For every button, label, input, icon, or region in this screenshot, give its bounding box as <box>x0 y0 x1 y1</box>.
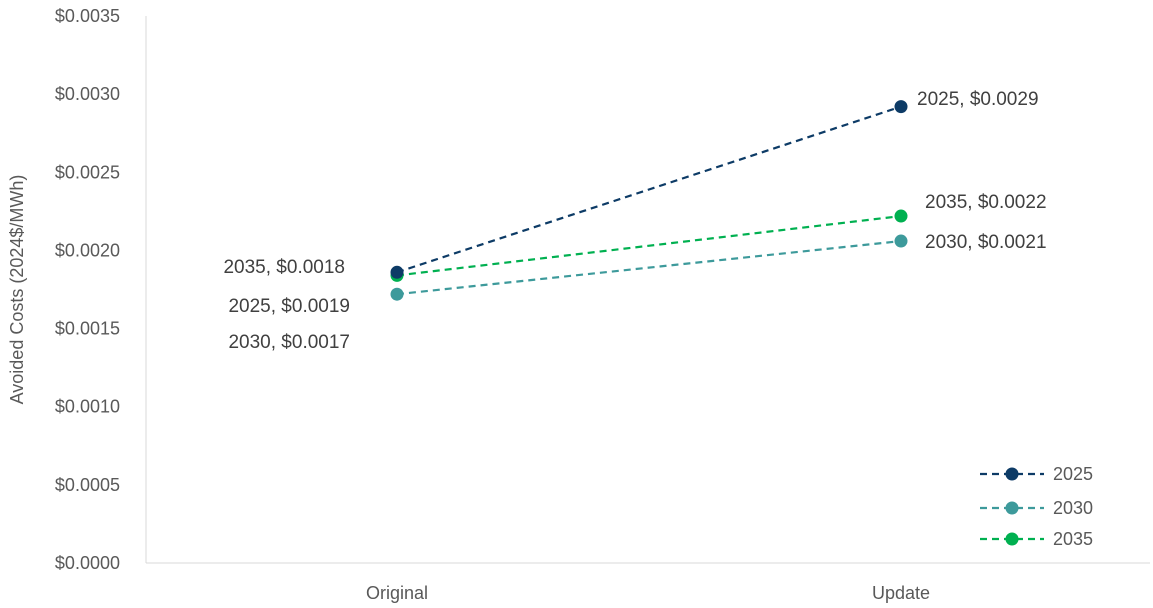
y-tick-label: $0.0005 <box>55 475 120 495</box>
data-label-2030: 2030, $0.0021 <box>925 232 1047 253</box>
legend-marker <box>1005 532 1019 546</box>
data-point-2025 <box>894 100 908 114</box>
data-point-2030 <box>390 287 404 301</box>
series-line-2030 <box>396 239 902 296</box>
data-label-2035: 2035, $0.0022 <box>925 192 1047 213</box>
series-line-2035 <box>396 214 902 277</box>
legend-item-2035: 2035 <box>980 529 1093 549</box>
y-tick-label: $0.0035 <box>55 6 120 26</box>
data-point-2035 <box>894 209 908 223</box>
data-labels: 2025, $0.0019 2025, $0.0029 2030, $0.0017 2… <box>223 89 1046 353</box>
data-point-2030 <box>894 234 908 248</box>
series-layer <box>390 100 908 301</box>
series-line-2025 <box>396 105 902 274</box>
x-tick-label: Update <box>872 583 930 603</box>
series-2025 <box>390 100 908 279</box>
data-point-2025 <box>390 265 404 279</box>
y-tick-label: $0.0015 <box>55 319 120 339</box>
y-tick-label: $0.0025 <box>55 162 120 182</box>
y-axis-title: Avoided Costs (2024$/MWh) <box>7 175 27 405</box>
x-tick-label: Original <box>366 583 428 603</box>
y-tick-label: $0.0000 <box>55 553 120 573</box>
data-label-2025: 2025, $0.0019 <box>228 296 350 317</box>
y-tick-label: $0.0020 <box>55 240 120 260</box>
legend-label: 2025 <box>1053 464 1093 484</box>
data-label-2030: 2030, $0.0017 <box>228 332 350 353</box>
legend: 2025 2030 2035 <box>980 464 1093 549</box>
data-label-2025: 2025, $0.0029 <box>917 89 1039 110</box>
legend-marker <box>1005 501 1019 515</box>
y-tick-label: $0.0030 <box>55 84 120 104</box>
axes: $0.0000 $0.0005 $0.0010 $0.0015 $0.0020 $0.00… <box>7 6 1150 603</box>
legend-item-2030: 2030 <box>980 498 1093 518</box>
y-tick-label: $0.0010 <box>55 397 120 417</box>
legend-marker <box>1005 467 1019 481</box>
series-2030 <box>390 234 908 301</box>
legend-label: 2030 <box>1053 498 1093 518</box>
legend-label: 2035 <box>1053 529 1093 549</box>
legend-item-2025: 2025 <box>980 464 1093 484</box>
series-2035 <box>390 209 908 282</box>
data-label-2035: 2035, $0.0018 <box>223 257 345 278</box>
